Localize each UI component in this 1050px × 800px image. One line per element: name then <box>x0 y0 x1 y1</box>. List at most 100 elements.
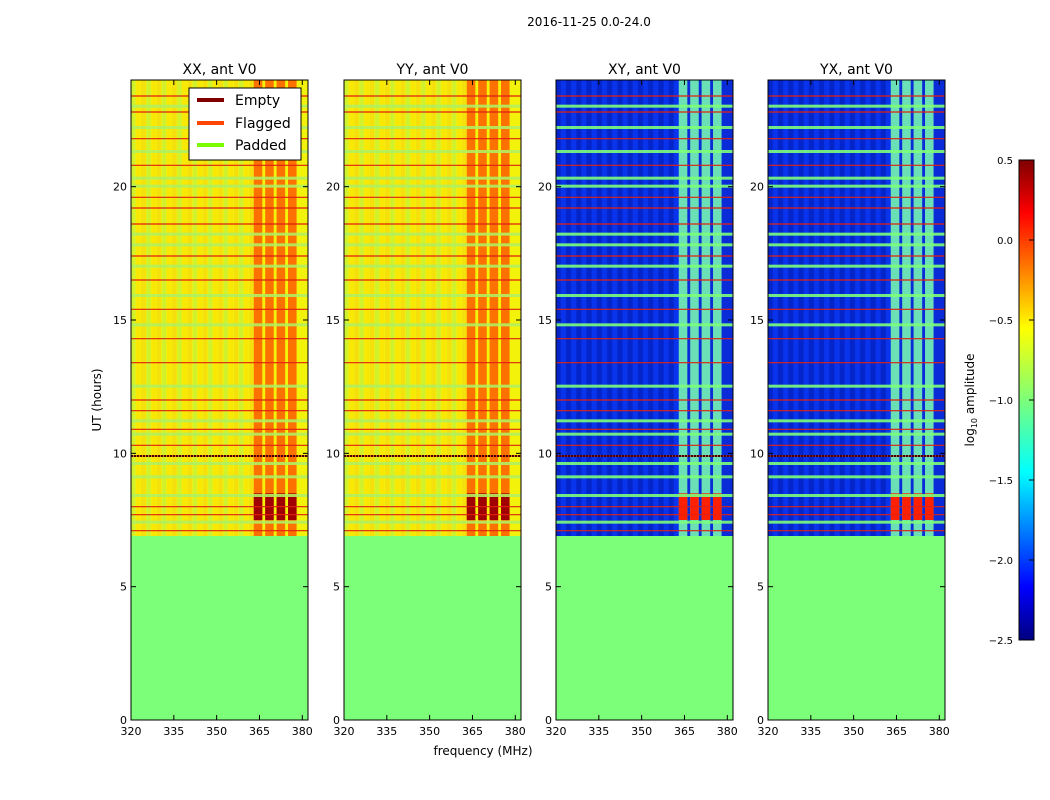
freq-stripe <box>233 80 239 536</box>
panel-frame <box>343 79 522 721</box>
padded-region <box>768 536 945 720</box>
padded-row <box>556 264 733 268</box>
padded-row <box>344 184 521 188</box>
amplitude-band <box>678 80 688 536</box>
freq-stripe <box>431 80 436 536</box>
panel-frame <box>555 79 734 721</box>
freq-stripe <box>182 80 187 536</box>
freq-stripe <box>809 80 814 536</box>
freq-stripe <box>663 80 669 536</box>
x-axis-label: frequency (MHz) <box>433 744 532 758</box>
amplitude-band <box>288 80 297 536</box>
freq-stripe <box>768 80 773 536</box>
padded-row <box>556 232 733 236</box>
freq-stripe <box>674 80 679 536</box>
panel-1: XX, ant V0 320 335 350 365 380 0 5 10 15 20 <box>113 62 313 738</box>
freq-stripe <box>586 80 592 536</box>
colorbar-tick-label: −1.5 <box>989 476 1013 487</box>
padded-row <box>556 176 733 180</box>
y-tick-label: 10 <box>113 447 127 460</box>
y-tick-label: 15 <box>750 314 764 327</box>
freq-stripe <box>446 80 452 536</box>
freq-stripe <box>643 80 648 536</box>
padded-row <box>344 384 521 388</box>
padded-row <box>768 126 945 129</box>
freq-stripe <box>192 80 198 536</box>
padded-row <box>768 432 945 436</box>
colorbar-tick-label: 0.0 <box>997 236 1013 247</box>
y-tick-label: 0 <box>120 714 127 727</box>
x-tick-label: 380 <box>929 725 950 738</box>
padded-row <box>768 104 945 108</box>
freq-stripe <box>202 80 208 536</box>
freq-stripe <box>369 80 375 536</box>
freq-stripe <box>783 80 788 536</box>
panel-3: XY, ant V0 320 335 350 365 380 0 5 10 15 20 <box>538 62 738 738</box>
freq-stripe <box>244 80 249 536</box>
padded-row <box>131 294 308 297</box>
freq-stripe <box>597 80 602 536</box>
padded-row <box>131 323 308 327</box>
freq-stripe <box>238 80 244 536</box>
freq-stripe <box>881 80 886 536</box>
freq-stripe <box>441 80 447 536</box>
amplitude-band <box>501 80 510 536</box>
padded-row <box>556 294 733 297</box>
padded-row <box>344 104 521 108</box>
panel-frame <box>767 79 946 721</box>
y-tick-label: 20 <box>113 181 127 194</box>
panel-4: YX, ant V0 320 335 350 365 380 0 5 10 15 20 <box>750 62 950 738</box>
x-tick-label: 320 <box>758 725 779 738</box>
freq-stripe <box>136 80 141 536</box>
padded-row <box>344 232 521 236</box>
padded-row <box>768 294 945 297</box>
y-tick-label: 20 <box>750 181 764 194</box>
padded-row <box>131 232 308 236</box>
padded-row <box>556 104 733 108</box>
padded-row <box>344 475 521 479</box>
amplitude-band <box>265 80 274 536</box>
padded-row <box>131 432 308 436</box>
freq-stripe <box>354 80 359 536</box>
x-tick-label: 350 <box>843 725 864 738</box>
amplitude-band <box>902 80 911 536</box>
padded-row <box>344 494 521 497</box>
freq-stripe <box>778 80 783 536</box>
freq-stripe <box>421 80 426 536</box>
freq-stripe <box>349 80 354 536</box>
freq-stripe <box>617 80 623 536</box>
freq-stripe <box>865 80 871 536</box>
freq-stripe <box>870 80 876 536</box>
y-tick-label: 10 <box>538 447 552 460</box>
freq-stripe <box>197 80 203 536</box>
amplitude-band <box>690 80 699 536</box>
panel-title: YY, ant V0 <box>396 62 469 78</box>
padded-row <box>131 475 308 479</box>
padded-row <box>344 294 521 297</box>
freq-stripe <box>379 80 385 536</box>
padded-row <box>768 384 945 388</box>
x-tick-label: 335 <box>376 725 397 738</box>
x-tick-label: 320 <box>546 725 567 738</box>
y-tick-label: 5 <box>333 581 340 594</box>
freq-stripe <box>627 80 633 536</box>
padded-row <box>768 419 945 423</box>
legend-label-flagged: Flagged <box>235 116 291 132</box>
x-tick-label: 380 <box>292 725 313 738</box>
y-tick-label: 10 <box>750 447 764 460</box>
colorbar-tick-label: −2.0 <box>989 556 1013 567</box>
freq-stripe <box>886 80 891 536</box>
freq-stripe <box>131 80 136 536</box>
padded-row <box>344 243 521 247</box>
padded-row <box>344 126 521 129</box>
colorbar-tick-label: −1.0 <box>989 396 1013 407</box>
freq-stripe <box>218 80 223 536</box>
y-tick-label: 15 <box>538 314 552 327</box>
y-tick-label: 0 <box>333 714 340 727</box>
freq-stripe <box>581 80 587 536</box>
freq-stripe <box>146 80 151 536</box>
freq-stripe <box>576 80 581 536</box>
freq-stripe <box>633 80 638 536</box>
freq-stripe <box>395 80 400 536</box>
